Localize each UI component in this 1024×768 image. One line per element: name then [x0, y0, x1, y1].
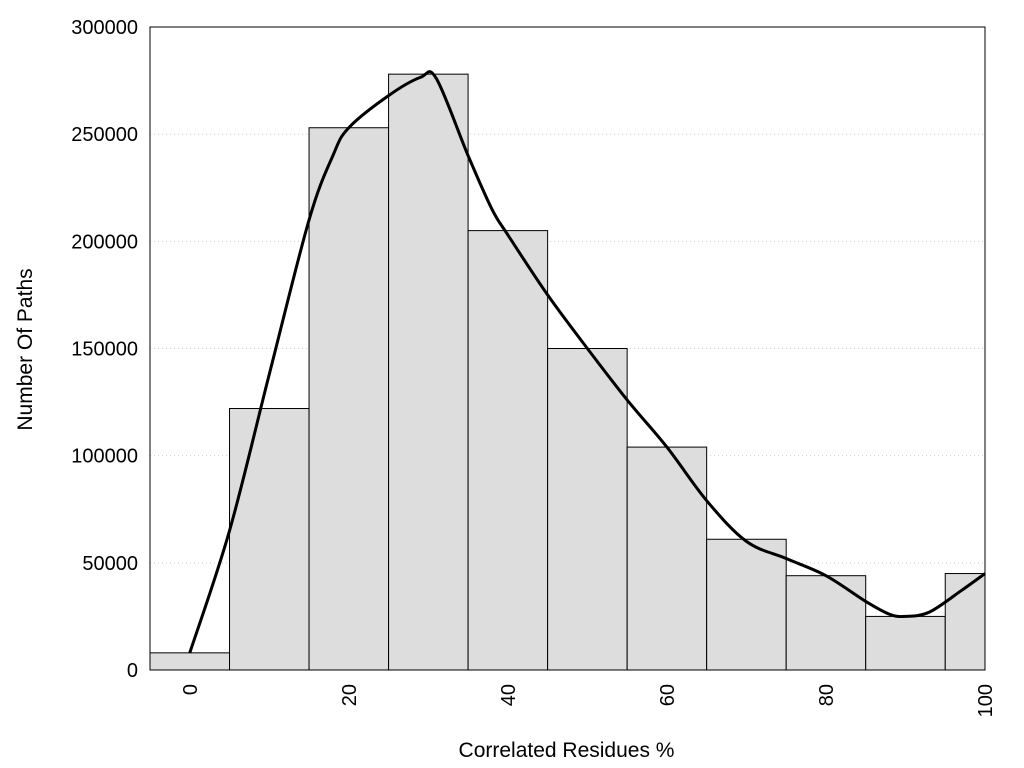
y-tick-label: 100000 — [71, 446, 138, 468]
y-tick-label: 200000 — [71, 231, 138, 253]
density-curve-layer — [188, 70, 986, 654]
histogram-bar — [149, 652, 231, 671]
x-tick-label: 100 — [975, 684, 997, 717]
x-tick-label: 40 — [498, 684, 520, 706]
histogram-bar — [865, 615, 946, 671]
y-tick-label: 300000 — [71, 17, 138, 39]
x-tick-label: 60 — [657, 684, 679, 706]
y-tick-label: 250000 — [71, 124, 138, 146]
y-tick-label: 150000 — [71, 339, 138, 361]
x-axis-ticks: 0 20 40 60 80 100 — [180, 684, 997, 717]
x-tick-label: 0 — [180, 684, 202, 695]
histogram-bar — [785, 575, 867, 671]
y-tick-label: 0 — [127, 660, 138, 682]
x-axis-title: Correlated Residues % — [459, 739, 675, 762]
histogram-bar — [229, 408, 310, 671]
y-tick-label: 50000 — [82, 553, 138, 575]
histogram-bar — [388, 73, 469, 671]
histogram-bar — [626, 446, 708, 671]
y-axis-ticks: 0 50000 100000 150000 200000 250000 300000 — [71, 17, 138, 682]
density-curve — [188, 70, 986, 654]
histogram-bars — [149, 73, 986, 671]
histogram-bar — [467, 230, 549, 671]
histogram-bar — [308, 127, 390, 671]
histogram-bar — [547, 348, 628, 671]
x-tick-label: 20 — [339, 684, 361, 706]
y-axis-title: Number Of Paths — [14, 268, 37, 430]
x-tick-label: 80 — [816, 684, 838, 706]
plot-frame — [149, 26, 986, 671]
histogram-bar — [706, 538, 787, 671]
